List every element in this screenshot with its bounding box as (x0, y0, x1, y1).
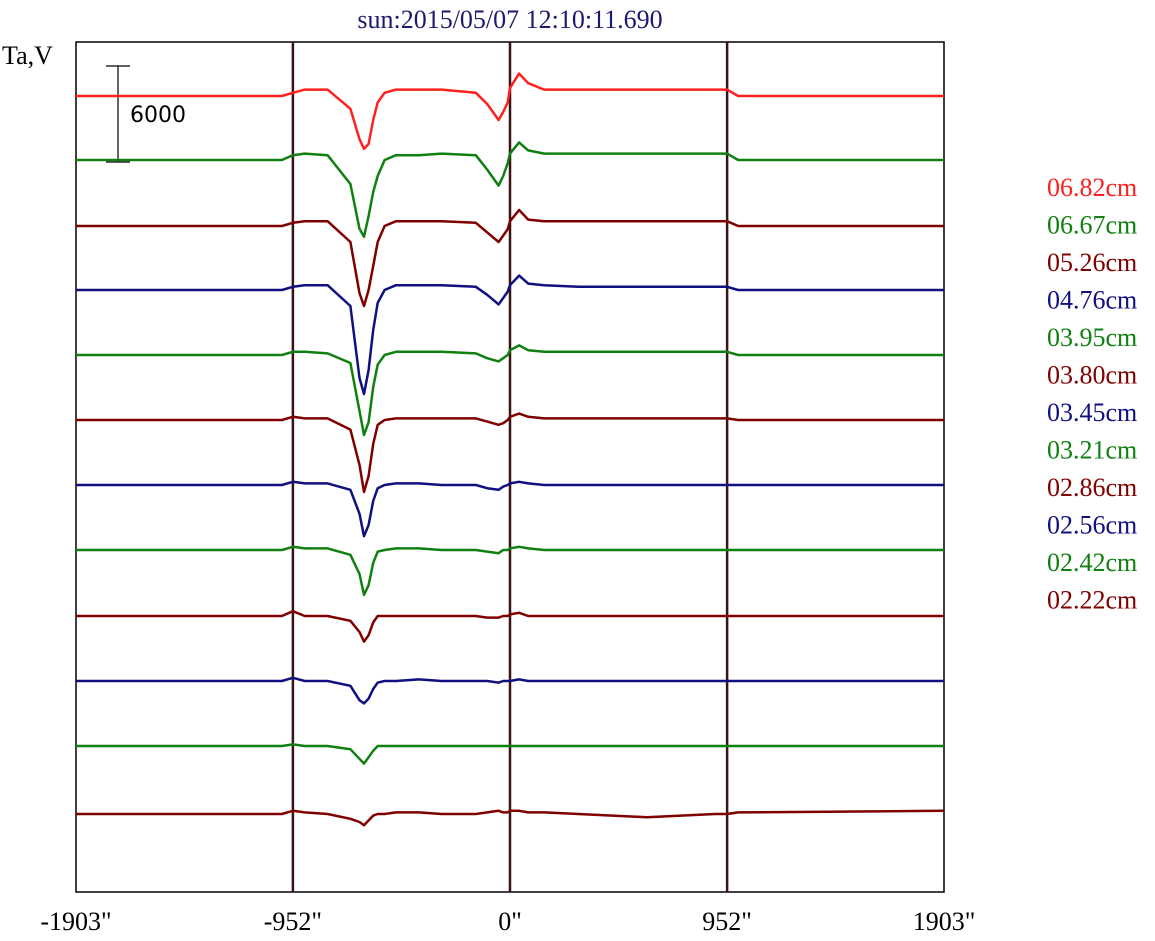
legend-entry-05.26cm: 05.26cm (1047, 248, 1137, 277)
x-tick-labels: -1903" -952" 0" 952" 1903" (40, 907, 975, 936)
legend-entry-04.76cm: 04.76cm (1047, 286, 1137, 315)
series-line-06.67cm (76, 141, 944, 239)
series-lines (76, 72, 945, 827)
x-tick-label-4: 1903" (913, 907, 976, 936)
x-tick-label-2: 0" (498, 907, 522, 936)
legend-entry-03.80cm: 03.80cm (1047, 361, 1137, 390)
legend-entry-06.82cm: 06.82cm (1047, 173, 1137, 202)
legend-entry-03.45cm: 03.45cm (1047, 398, 1137, 427)
x-tick-label-1: -952" (264, 907, 322, 936)
series-line-06.82cm (76, 72, 944, 151)
series-line-03.95cm (76, 344, 944, 437)
series-line-02.86cm (76, 609, 944, 643)
chart-title: sun:2015/05/07 12:10:11.690 (357, 5, 662, 34)
y-axis-label: Ta,V (2, 41, 53, 70)
legend-entry-03.95cm: 03.95cm (1047, 323, 1137, 352)
x-tick-label-3: 952" (702, 907, 752, 936)
vertical-reference-lines (291, 42, 729, 892)
series-line-02.42cm (76, 743, 944, 765)
legend-entry-06.67cm: 06.67cm (1047, 211, 1137, 240)
series-line-05.26cm (76, 208, 944, 308)
series-line-02.56cm (76, 676, 944, 705)
legend-entry-03.21cm: 03.21cm (1047, 436, 1137, 465)
legend-entry-02.22cm: 02.22cm (1047, 586, 1137, 615)
scale-bar-label: 6000 (130, 103, 186, 128)
x-tick-label-0: -1903" (40, 907, 111, 936)
legend-entry-02.86cm: 02.86cm (1047, 473, 1137, 502)
legend: 06.82cm 06.67cm 05.26cm 04.76cm 03.95cm 03.80… (1047, 173, 1137, 615)
series-line-03.80cm (76, 412, 944, 494)
legend-entry-02.42cm: 02.42cm (1047, 548, 1137, 577)
scale-bar: 6000 (106, 65, 186, 163)
series-line-03.45cm (76, 480, 944, 538)
series-line-03.21cm (76, 545, 944, 597)
series-line-02.22cm (76, 809, 945, 827)
legend-entry-02.56cm: 02.56cm (1047, 511, 1137, 540)
series-line-04.76cm (76, 274, 944, 396)
